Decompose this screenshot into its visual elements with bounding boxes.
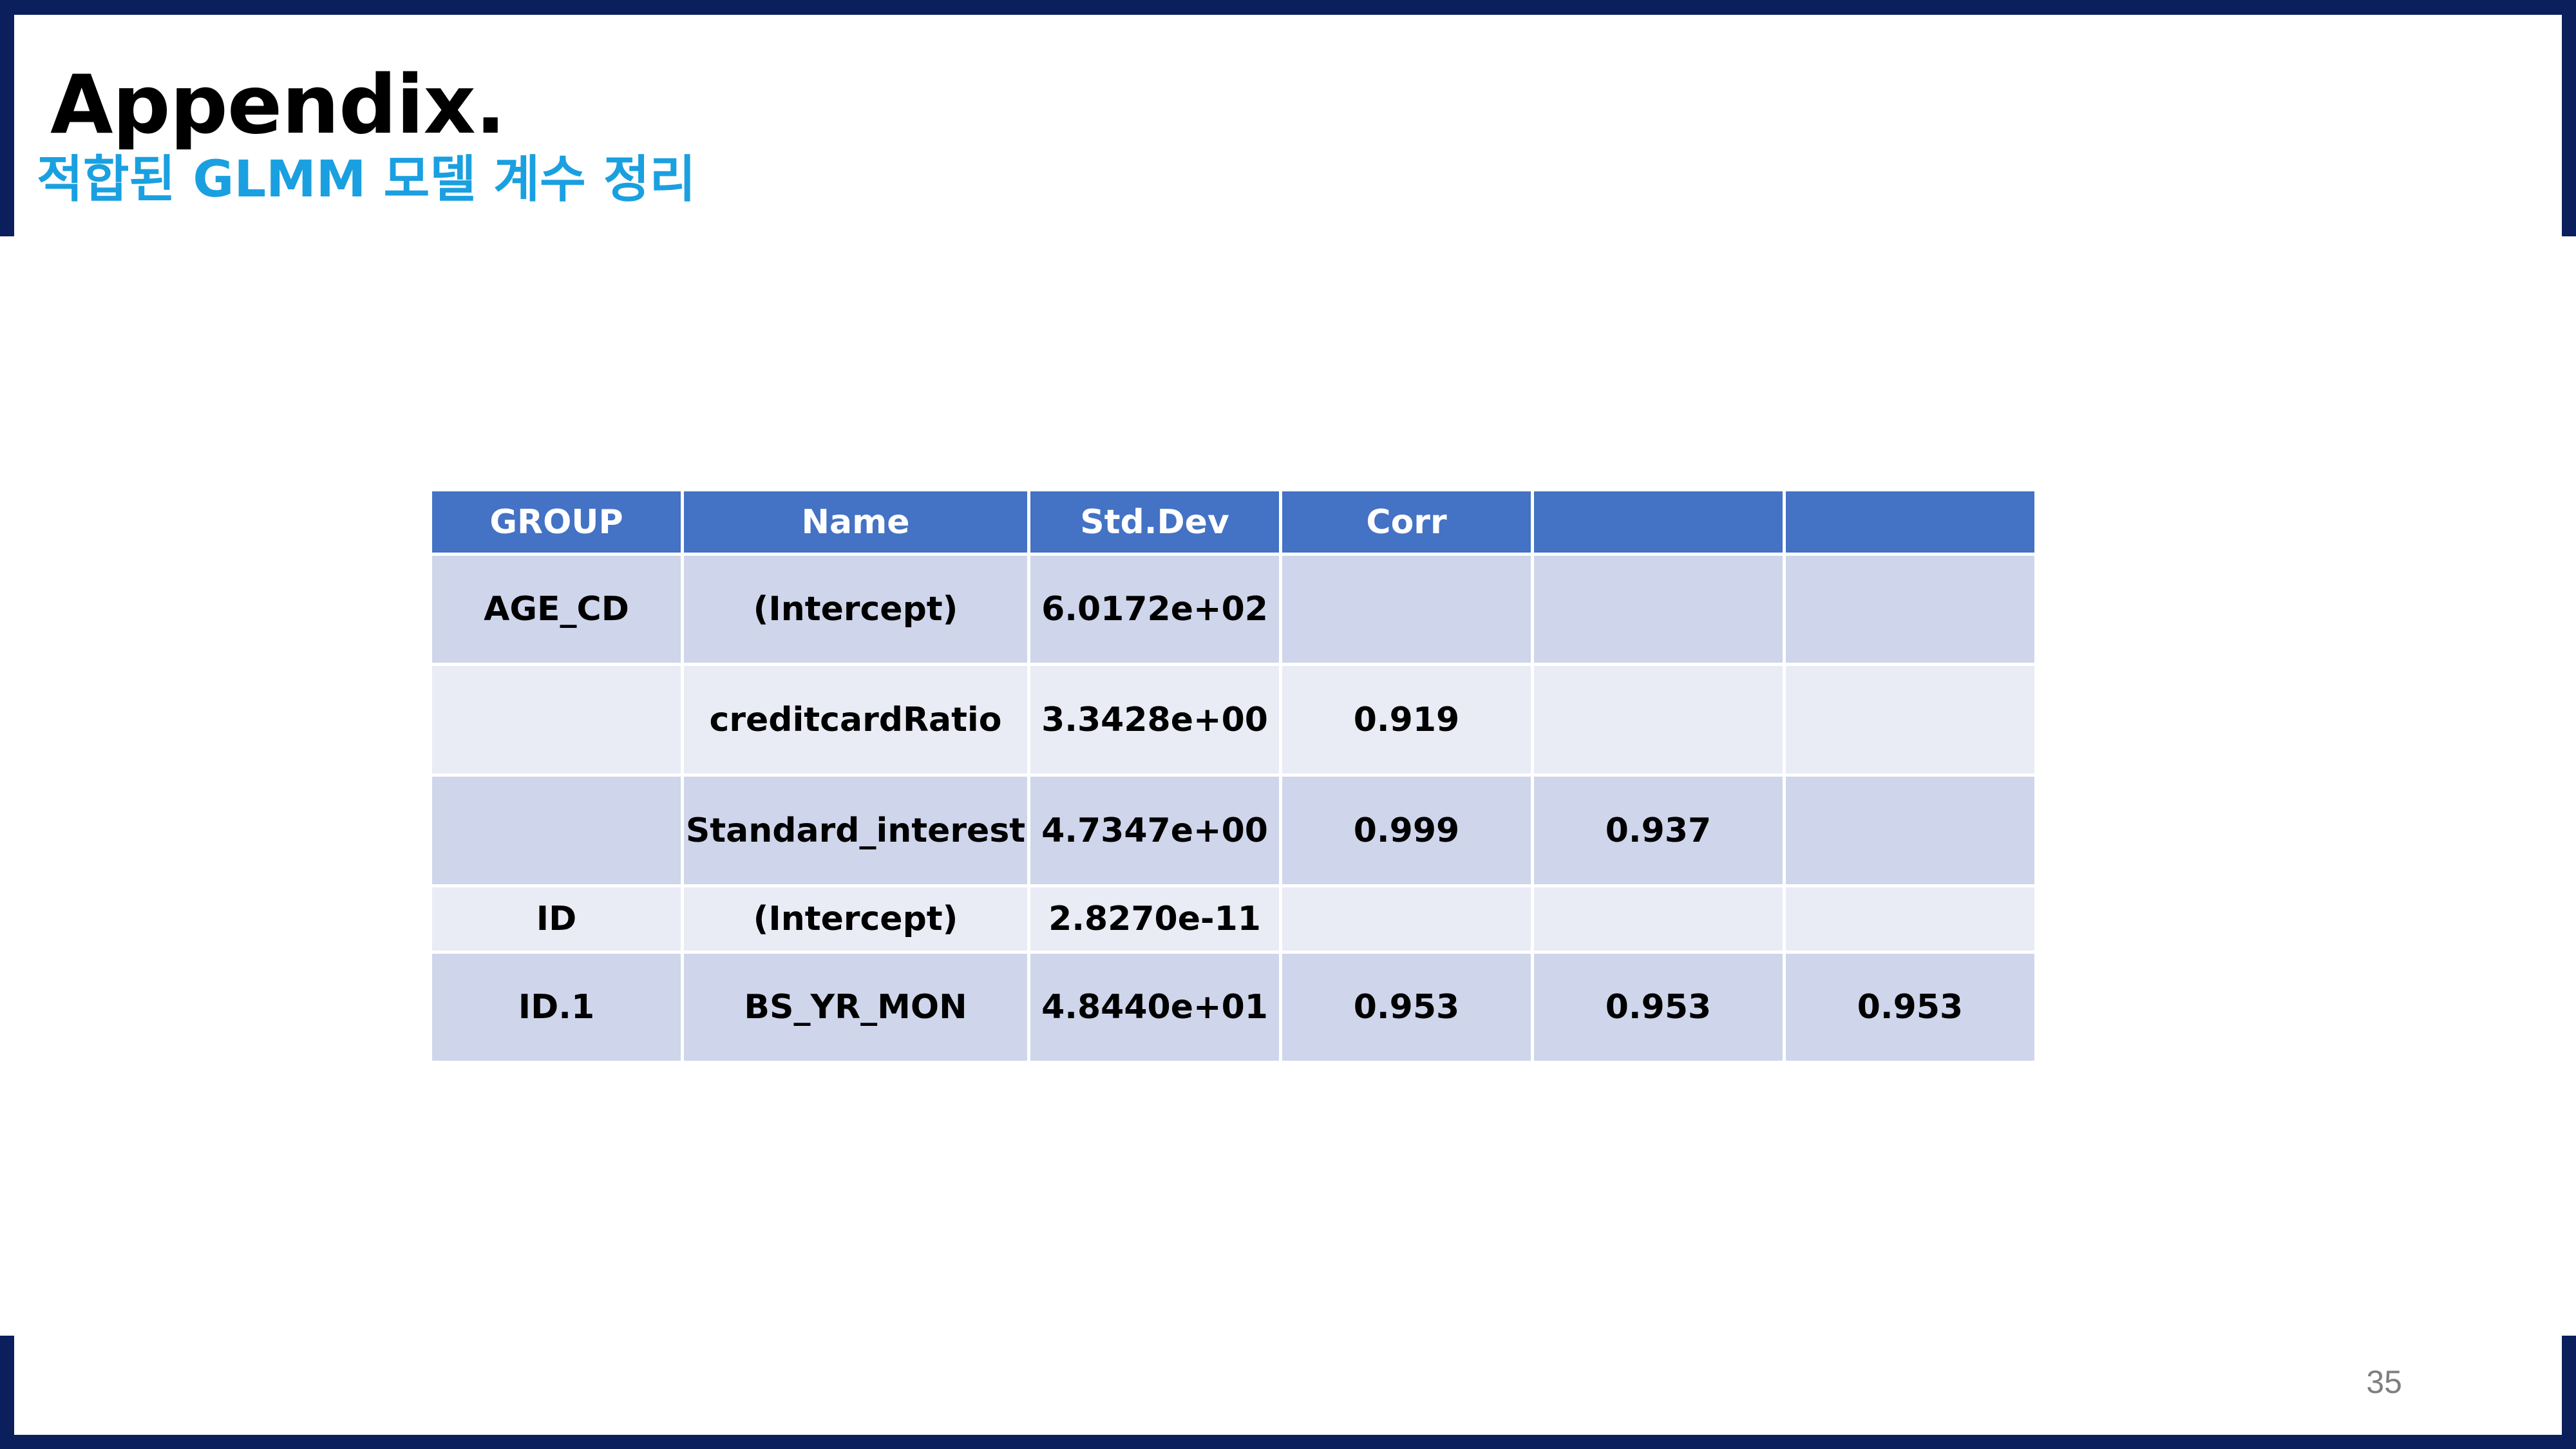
cell-name: creditcardRatio xyxy=(684,666,1027,773)
cell-group xyxy=(432,777,681,884)
cell-corr-1: 0.953 xyxy=(1282,954,1531,1061)
cell-std-dev: 4.8440e+01 xyxy=(1030,954,1279,1061)
frame-bottom-bar xyxy=(0,1435,2576,1449)
frame-right-top-bar xyxy=(2562,0,2576,236)
cell-group: ID.1 xyxy=(432,954,681,1061)
cell-name: BS_YR_MON xyxy=(684,954,1027,1061)
cell-corr-1 xyxy=(1282,887,1531,951)
frame-right-bottom-bar xyxy=(2562,1336,2576,1449)
header-group: GROUP xyxy=(432,491,681,553)
cell-std-dev: 6.0172e+02 xyxy=(1030,556,1279,663)
cell-std-dev: 2.8270e-11 xyxy=(1030,887,1279,951)
cell-corr-3 xyxy=(1786,556,2034,663)
header-name: Name xyxy=(684,491,1027,553)
cell-corr-3 xyxy=(1786,777,2034,884)
cell-corr-1 xyxy=(1282,556,1531,663)
header-corr: Corr xyxy=(1282,491,1531,553)
slide-subtitle: 적합된 GLMM 모델 계수 정리 xyxy=(37,151,696,209)
table-header-row: GROUP Name Std.Dev Corr xyxy=(432,491,2034,553)
cell-corr-2 xyxy=(1534,887,1783,951)
cell-corr-1: 0.999 xyxy=(1282,777,1531,884)
cell-name: Standard_interest xyxy=(684,777,1027,884)
page-number: 35 xyxy=(2366,1364,2402,1400)
cell-corr-2: 0.953 xyxy=(1534,954,1783,1061)
cell-corr-3 xyxy=(1786,666,2034,773)
cell-group: AGE_CD xyxy=(432,556,681,663)
cell-corr-3 xyxy=(1786,887,2034,951)
cell-corr-2 xyxy=(1534,666,1783,773)
cell-corr-1: 0.919 xyxy=(1282,666,1531,773)
coefficient-table: GROUP Name Std.Dev Corr AGE_CD (Intercep… xyxy=(429,488,2038,1064)
header-corr-3 xyxy=(1786,491,2034,553)
header-corr-2 xyxy=(1534,491,1783,553)
slide-title: Appendix. xyxy=(50,57,506,152)
cell-std-dev: 3.3428e+00 xyxy=(1030,666,1279,773)
frame-left-top-bar xyxy=(0,0,14,236)
cell-corr-2: 0.937 xyxy=(1534,777,1783,884)
frame-left-bottom-bar xyxy=(0,1336,14,1449)
cell-corr-3: 0.953 xyxy=(1786,954,2034,1061)
header-std-dev: Std.Dev xyxy=(1030,491,1279,553)
cell-std-dev: 4.7347e+00 xyxy=(1030,777,1279,884)
cell-group xyxy=(432,666,681,773)
table-row: ID.1 BS_YR_MON 4.8440e+01 0.953 0.953 0.… xyxy=(432,954,2034,1061)
cell-name: (Intercept) xyxy=(684,887,1027,951)
cell-name: (Intercept) xyxy=(684,556,1027,663)
table-row: AGE_CD (Intercept) 6.0172e+02 xyxy=(432,556,2034,663)
frame-top-bar xyxy=(0,0,2576,15)
cell-corr-2 xyxy=(1534,556,1783,663)
cell-group: ID xyxy=(432,887,681,951)
table-row: Standard_interest 4.7347e+00 0.999 0.937 xyxy=(432,777,2034,884)
table-row: ID (Intercept) 2.8270e-11 xyxy=(432,887,2034,951)
table-row: creditcardRatio 3.3428e+00 0.919 xyxy=(432,666,2034,773)
